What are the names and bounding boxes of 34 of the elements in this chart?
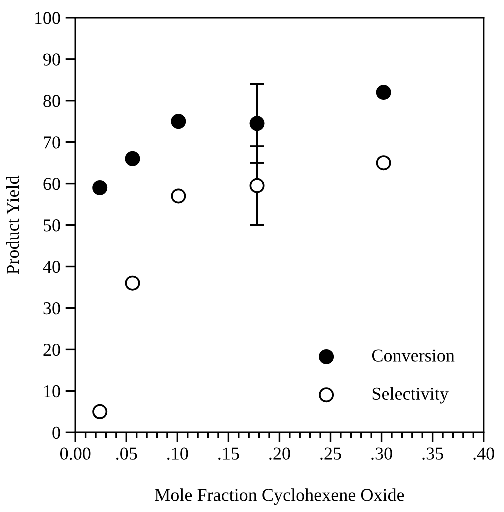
x-tick-label: 0.00 [60,448,91,460]
point [171,188,186,204]
point [92,404,108,420]
x-tick-label: .40 [474,448,494,460]
point [125,151,140,166]
y-tick-label: 80 [44,95,60,108]
y-tick-label: 50 [44,220,60,232]
y-tick-label: 100 [36,12,60,24]
x-tick-label: .35 [422,448,444,460]
point [250,116,265,132]
x-tick-label: .10 [168,448,188,460]
x-tick-label: .30 [372,448,392,460]
point [92,180,108,196]
y-tick-label: 60 [44,178,60,190]
y-tick-label: 0 [52,426,60,440]
point [171,114,186,130]
y-tick-label: 90 [44,54,60,66]
x-tick-label: .25 [320,448,342,460]
y-axis-title: Product Yield [6,176,20,274]
legend-label: Selectivity [372,387,449,404]
x-tick-label: .05 [116,448,138,460]
y-tick-label: 70 [44,136,60,149]
y-tick-label: 40 [43,261,60,274]
y-tick-label: 10 [44,385,60,398]
x-axis-title: Mole Fraction Cyclohexene Oxide [155,488,404,506]
point [376,156,392,171]
y-tick-label: 20 [44,344,60,356]
y-tick-label: 30 [44,302,60,315]
point [125,276,140,291]
legend-label: Conversion [372,350,455,362]
point [376,85,392,100]
x-tick-label: .15 [218,448,240,460]
point [250,178,265,194]
x-tick-label: .20 [270,448,290,460]
